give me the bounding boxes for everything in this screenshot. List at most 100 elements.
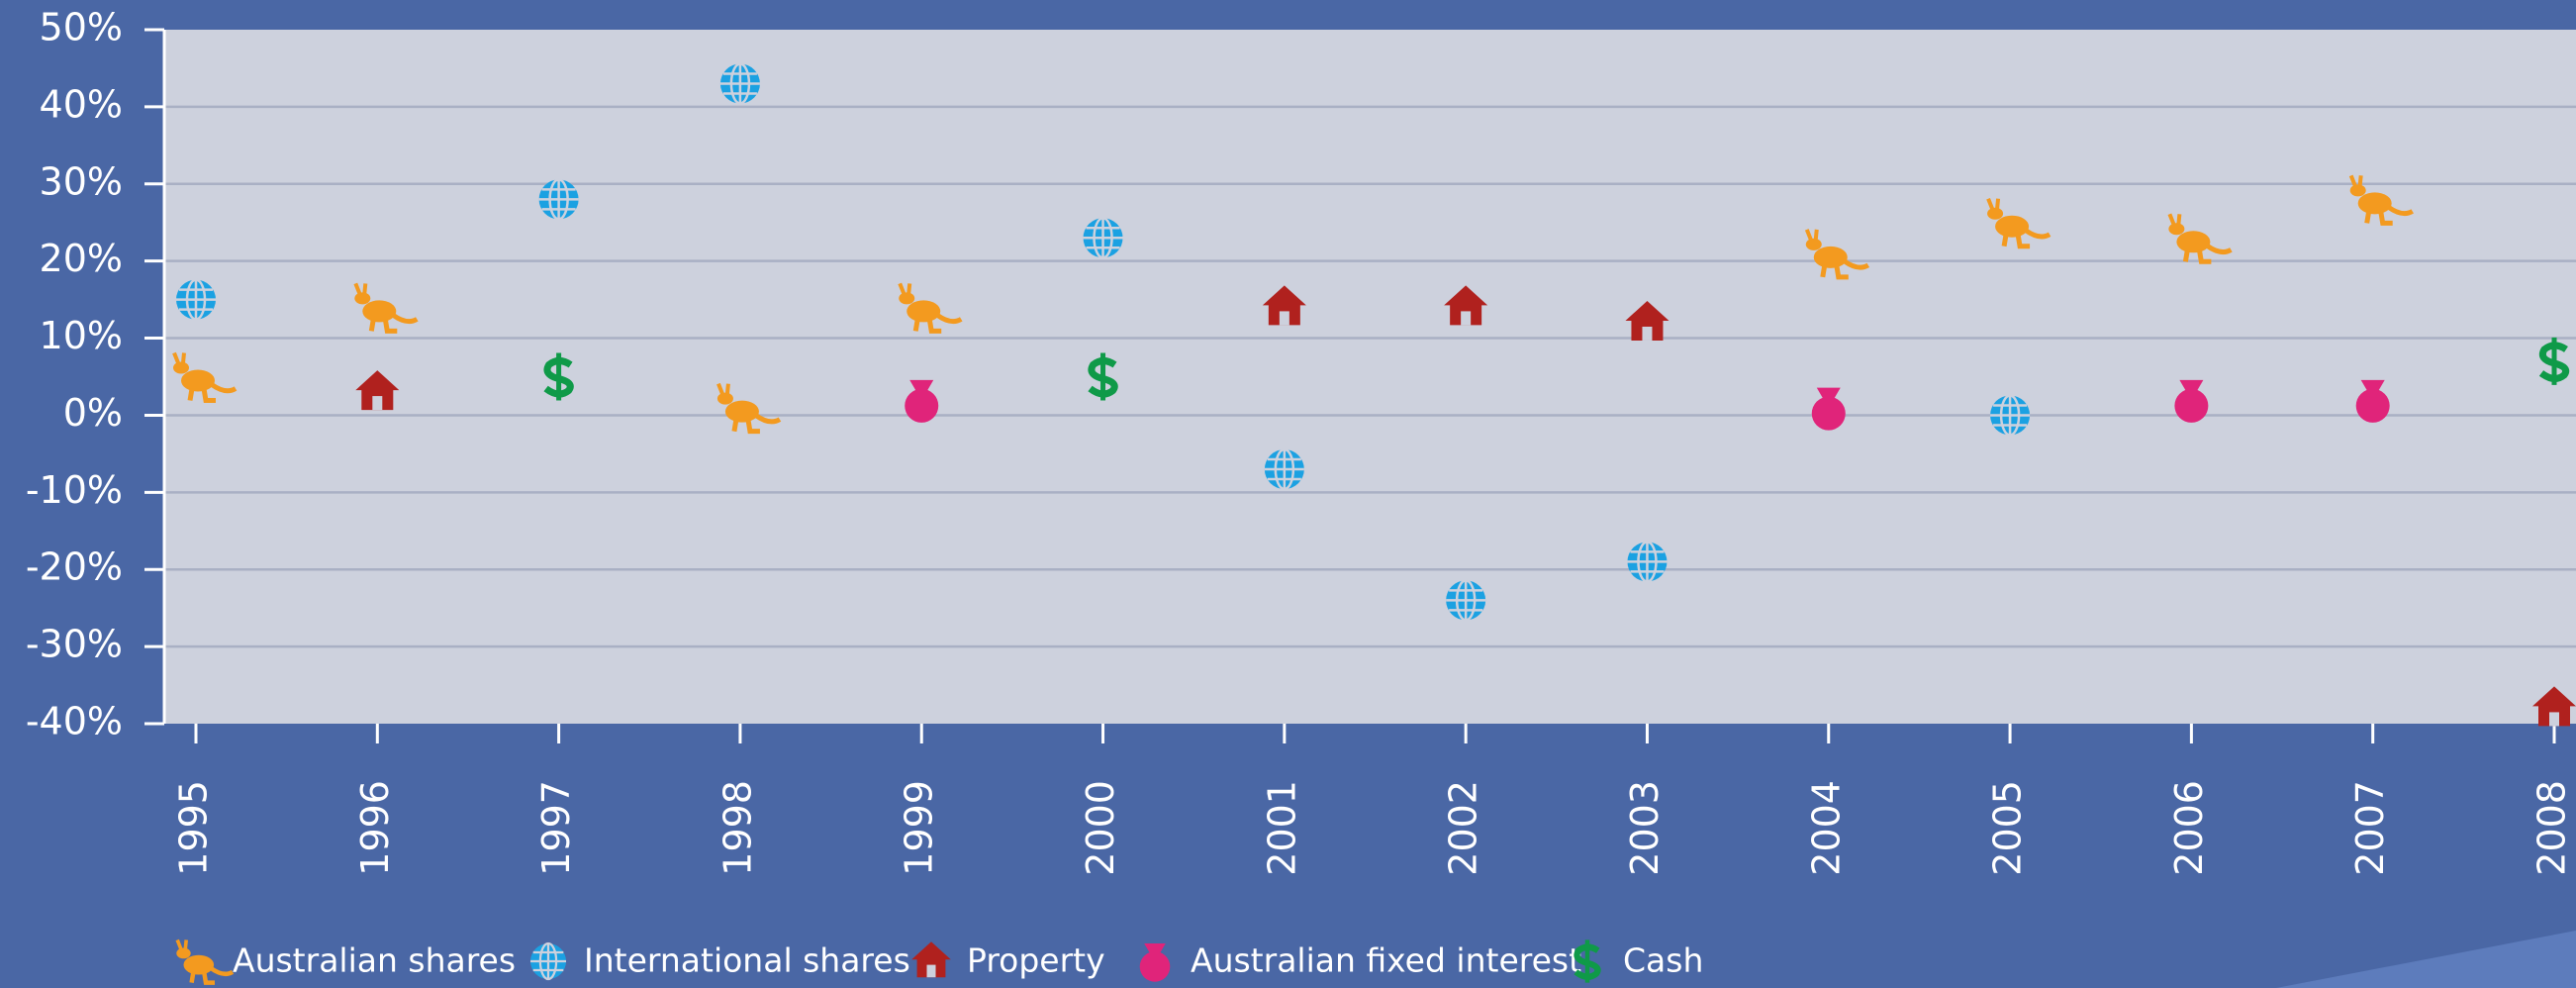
icon-part (1262, 285, 1306, 326)
marker (719, 62, 760, 105)
y-tick-label: -30% (26, 623, 123, 666)
icon-part (538, 941, 558, 981)
icon-part (2182, 248, 2212, 264)
icon-part (1986, 197, 2001, 210)
marker (1986, 197, 2051, 249)
x-tick-label: 2008 (2530, 780, 2574, 876)
icon-part (1820, 264, 1849, 280)
x-tick-label: 1997 (534, 780, 578, 876)
icon-part (724, 400, 759, 423)
x-tick-label: 2005 (1986, 780, 2030, 876)
icon-part (185, 278, 207, 321)
x-tick-label: 2003 (1623, 780, 1667, 876)
marker (898, 282, 963, 334)
icon-part (926, 964, 936, 978)
icon-part (189, 971, 216, 985)
icon-part (1813, 246, 1848, 268)
marker (2538, 337, 2570, 385)
x-tick-label: 1998 (716, 780, 759, 876)
icon-part (391, 313, 419, 325)
marker (1083, 217, 1123, 259)
icon-part (175, 939, 188, 950)
icon-part (1274, 447, 1295, 491)
y-tick-label: 0% (63, 391, 123, 435)
icon-part (2024, 228, 2051, 240)
icon-part (176, 279, 216, 320)
icon-part (2179, 379, 2204, 392)
legend-label: Property (967, 941, 1105, 980)
marker (176, 278, 216, 321)
icon-part (1627, 542, 1668, 582)
icon-part (905, 388, 939, 423)
icon-part (1990, 395, 2031, 436)
icon-part (719, 63, 760, 104)
icon-part (1843, 258, 1870, 270)
legend-icon (175, 939, 235, 985)
icon-part (1987, 207, 2004, 220)
icon-part (1139, 951, 1171, 982)
legend-icon (529, 941, 567, 981)
icon-part (2167, 213, 2182, 226)
marker (2355, 379, 2390, 423)
marker (1444, 285, 1488, 326)
icon-part (529, 942, 567, 980)
icon-part (2549, 712, 2559, 727)
y-tick-label: 50% (40, 6, 123, 49)
icon-part (538, 179, 579, 220)
icon-part (1083, 218, 1123, 258)
y-tick-label: -10% (26, 468, 123, 512)
y-tick-label: -40% (26, 700, 123, 743)
icon-part (1093, 217, 1113, 259)
marker (1264, 447, 1304, 491)
icon-part (906, 300, 941, 323)
icon-part (1279, 311, 1289, 326)
legend-icon (1139, 943, 1171, 982)
icon-part (172, 351, 186, 364)
icon-part (912, 318, 942, 334)
marker (172, 351, 238, 403)
y-tick-label: -20% (26, 545, 123, 589)
icon-part (210, 966, 235, 977)
icon-part (173, 361, 189, 374)
icon-part (716, 382, 730, 395)
marker (1627, 541, 1668, 583)
x-tick-label: 1996 (353, 780, 397, 876)
icon-part (548, 178, 569, 221)
icon-part (187, 388, 216, 403)
legend-label: International shares (584, 941, 910, 980)
marker (2348, 174, 2414, 226)
icon-part (2387, 205, 2414, 217)
icon-part (1625, 300, 1670, 341)
icon-part (1642, 326, 1653, 341)
icon-part (899, 292, 915, 305)
icon-part (1999, 394, 2021, 437)
icon-part (183, 954, 215, 975)
icon-part (372, 396, 383, 411)
icon-part (1995, 215, 2030, 238)
marker (1990, 394, 2031, 437)
icon-part (1264, 448, 1304, 489)
marker (905, 379, 939, 423)
icon-part (1811, 396, 1846, 431)
icon-part (1637, 541, 1658, 583)
icon-part (754, 413, 782, 425)
icon-part (2355, 388, 2390, 423)
marker (2167, 213, 2233, 264)
icon-part (2349, 184, 2366, 197)
icon-part (909, 379, 934, 392)
icon-part (181, 369, 215, 392)
decoration (2276, 931, 2576, 988)
icon-part (354, 292, 371, 305)
icon-part (2174, 388, 2209, 423)
x-tick-label: 1999 (898, 780, 941, 876)
marker (1088, 352, 1118, 401)
marker (353, 282, 419, 334)
icon-part (2532, 686, 2576, 727)
legend-icon (1574, 939, 1601, 983)
marker (1446, 579, 1486, 622)
y-tick-label: 40% (40, 82, 123, 126)
icon-part (1461, 311, 1472, 326)
icon-part (731, 419, 760, 435)
icon-part (1455, 579, 1477, 622)
